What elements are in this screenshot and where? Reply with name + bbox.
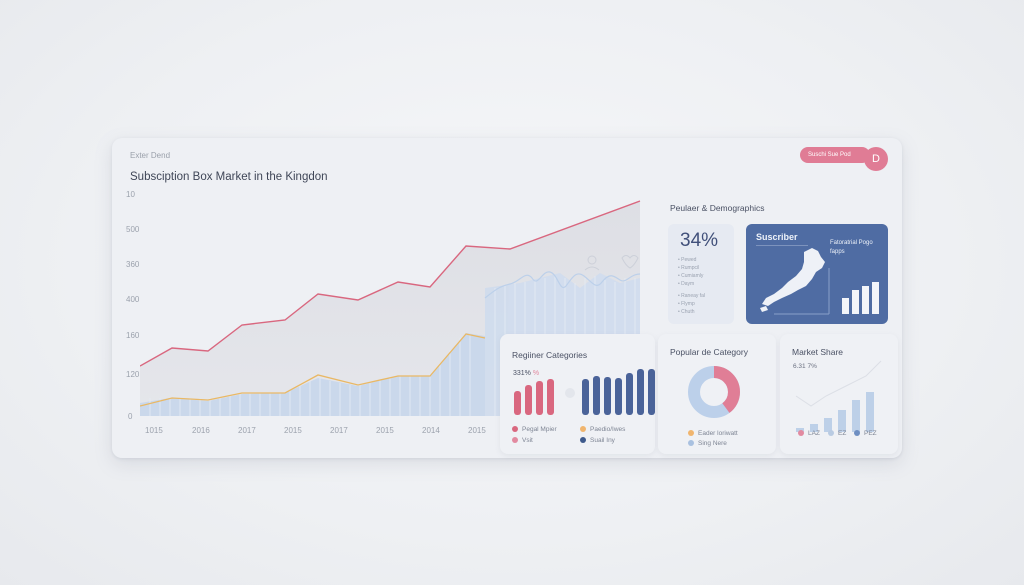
regional-stat: 331% % (513, 370, 540, 377)
x-tick: 2015 (376, 426, 394, 435)
donut-chart (688, 366, 740, 418)
map-card: Suscriber Fatoratrial Pogo fapps (746, 224, 888, 324)
demographics-panel: Peulaer & Demographics 34% • Pewed • Rum… (655, 190, 899, 332)
market-share-chart (795, 360, 882, 432)
regional-bar-chart (514, 369, 655, 415)
heart-icon (621, 255, 639, 269)
map-card-subtitle: Fatoratrial Pogo fapps (830, 240, 873, 255)
y-tick: 120 (126, 370, 140, 379)
x-tick: 2014 (422, 426, 440, 435)
legend-item: Sing Nere (688, 440, 727, 447)
person-icon (584, 255, 600, 271)
map-card-title: Suscriber (756, 232, 798, 242)
demographics-title: Peulaer & Demographics (670, 203, 765, 213)
legend-item: PEZ (854, 430, 877, 437)
card-subtitle: Exter Dend (130, 151, 171, 160)
legend-item: Pegal Mpier (512, 426, 557, 433)
x-tick: 2017 (330, 426, 348, 435)
x-tick: 1015 (145, 426, 163, 435)
market-share-panel: Market Share 6.31 7% LAZ EZ PEZ (780, 334, 898, 454)
y-tick: 0 (128, 412, 133, 421)
y-tick: 400 (126, 295, 140, 304)
badge-label: Suschi Sue Pod (808, 152, 851, 158)
legend-item: Eader loriwatt (688, 430, 738, 437)
legend-item: LAZ (798, 430, 820, 437)
legend-item: Paedio/Iwes (580, 426, 625, 433)
x-tick: 2015 (284, 426, 302, 435)
japan-map-icon (760, 248, 879, 315)
market-share-title: Market Share (792, 347, 844, 357)
dashboard-card: Exter Dend Subsciption Box Market in the… (112, 138, 902, 458)
stat-list-b: • Raneay fal • Flymp • Chuth (678, 293, 706, 315)
x-tick: 2016 (192, 426, 210, 435)
y-tick: 160 (126, 331, 140, 340)
popular-category-title: Popular de Category (670, 347, 748, 357)
x-tick: 2017 (238, 426, 256, 435)
regional-title: Regiiner Categories (512, 350, 588, 360)
legend-item: Vsit (512, 437, 533, 444)
y-tick: 10 (126, 190, 135, 199)
stat-card: 34% • Pewed • Rumpcil • Cumiamly • Daym … (668, 224, 734, 324)
regional-categories-panel: Regiiner Categories 331% % Pegal Mpier V… (500, 334, 655, 454)
market-share-stat: 6.31 7% (793, 363, 817, 370)
stat-value: 34% (680, 230, 719, 251)
y-tick: 360 (126, 260, 140, 269)
page-title: Subsciption Box Market in the Kingdon (130, 171, 328, 183)
popular-category-panel: Popular de Category Eader loriwatt Sing … (658, 334, 776, 454)
legend-item: EZ (828, 430, 846, 437)
x-tick: 2015 (468, 426, 486, 435)
badge-button[interactable]: Suschi Sue Pod (800, 147, 870, 163)
y-tick: 500 (126, 225, 140, 234)
stat-list-a: • Pewed • Rumpcil • Cumiamly • Daym (678, 257, 704, 287)
legend-item: Suail Iny (580, 437, 615, 444)
profile-icon[interactable]: D (864, 147, 888, 171)
